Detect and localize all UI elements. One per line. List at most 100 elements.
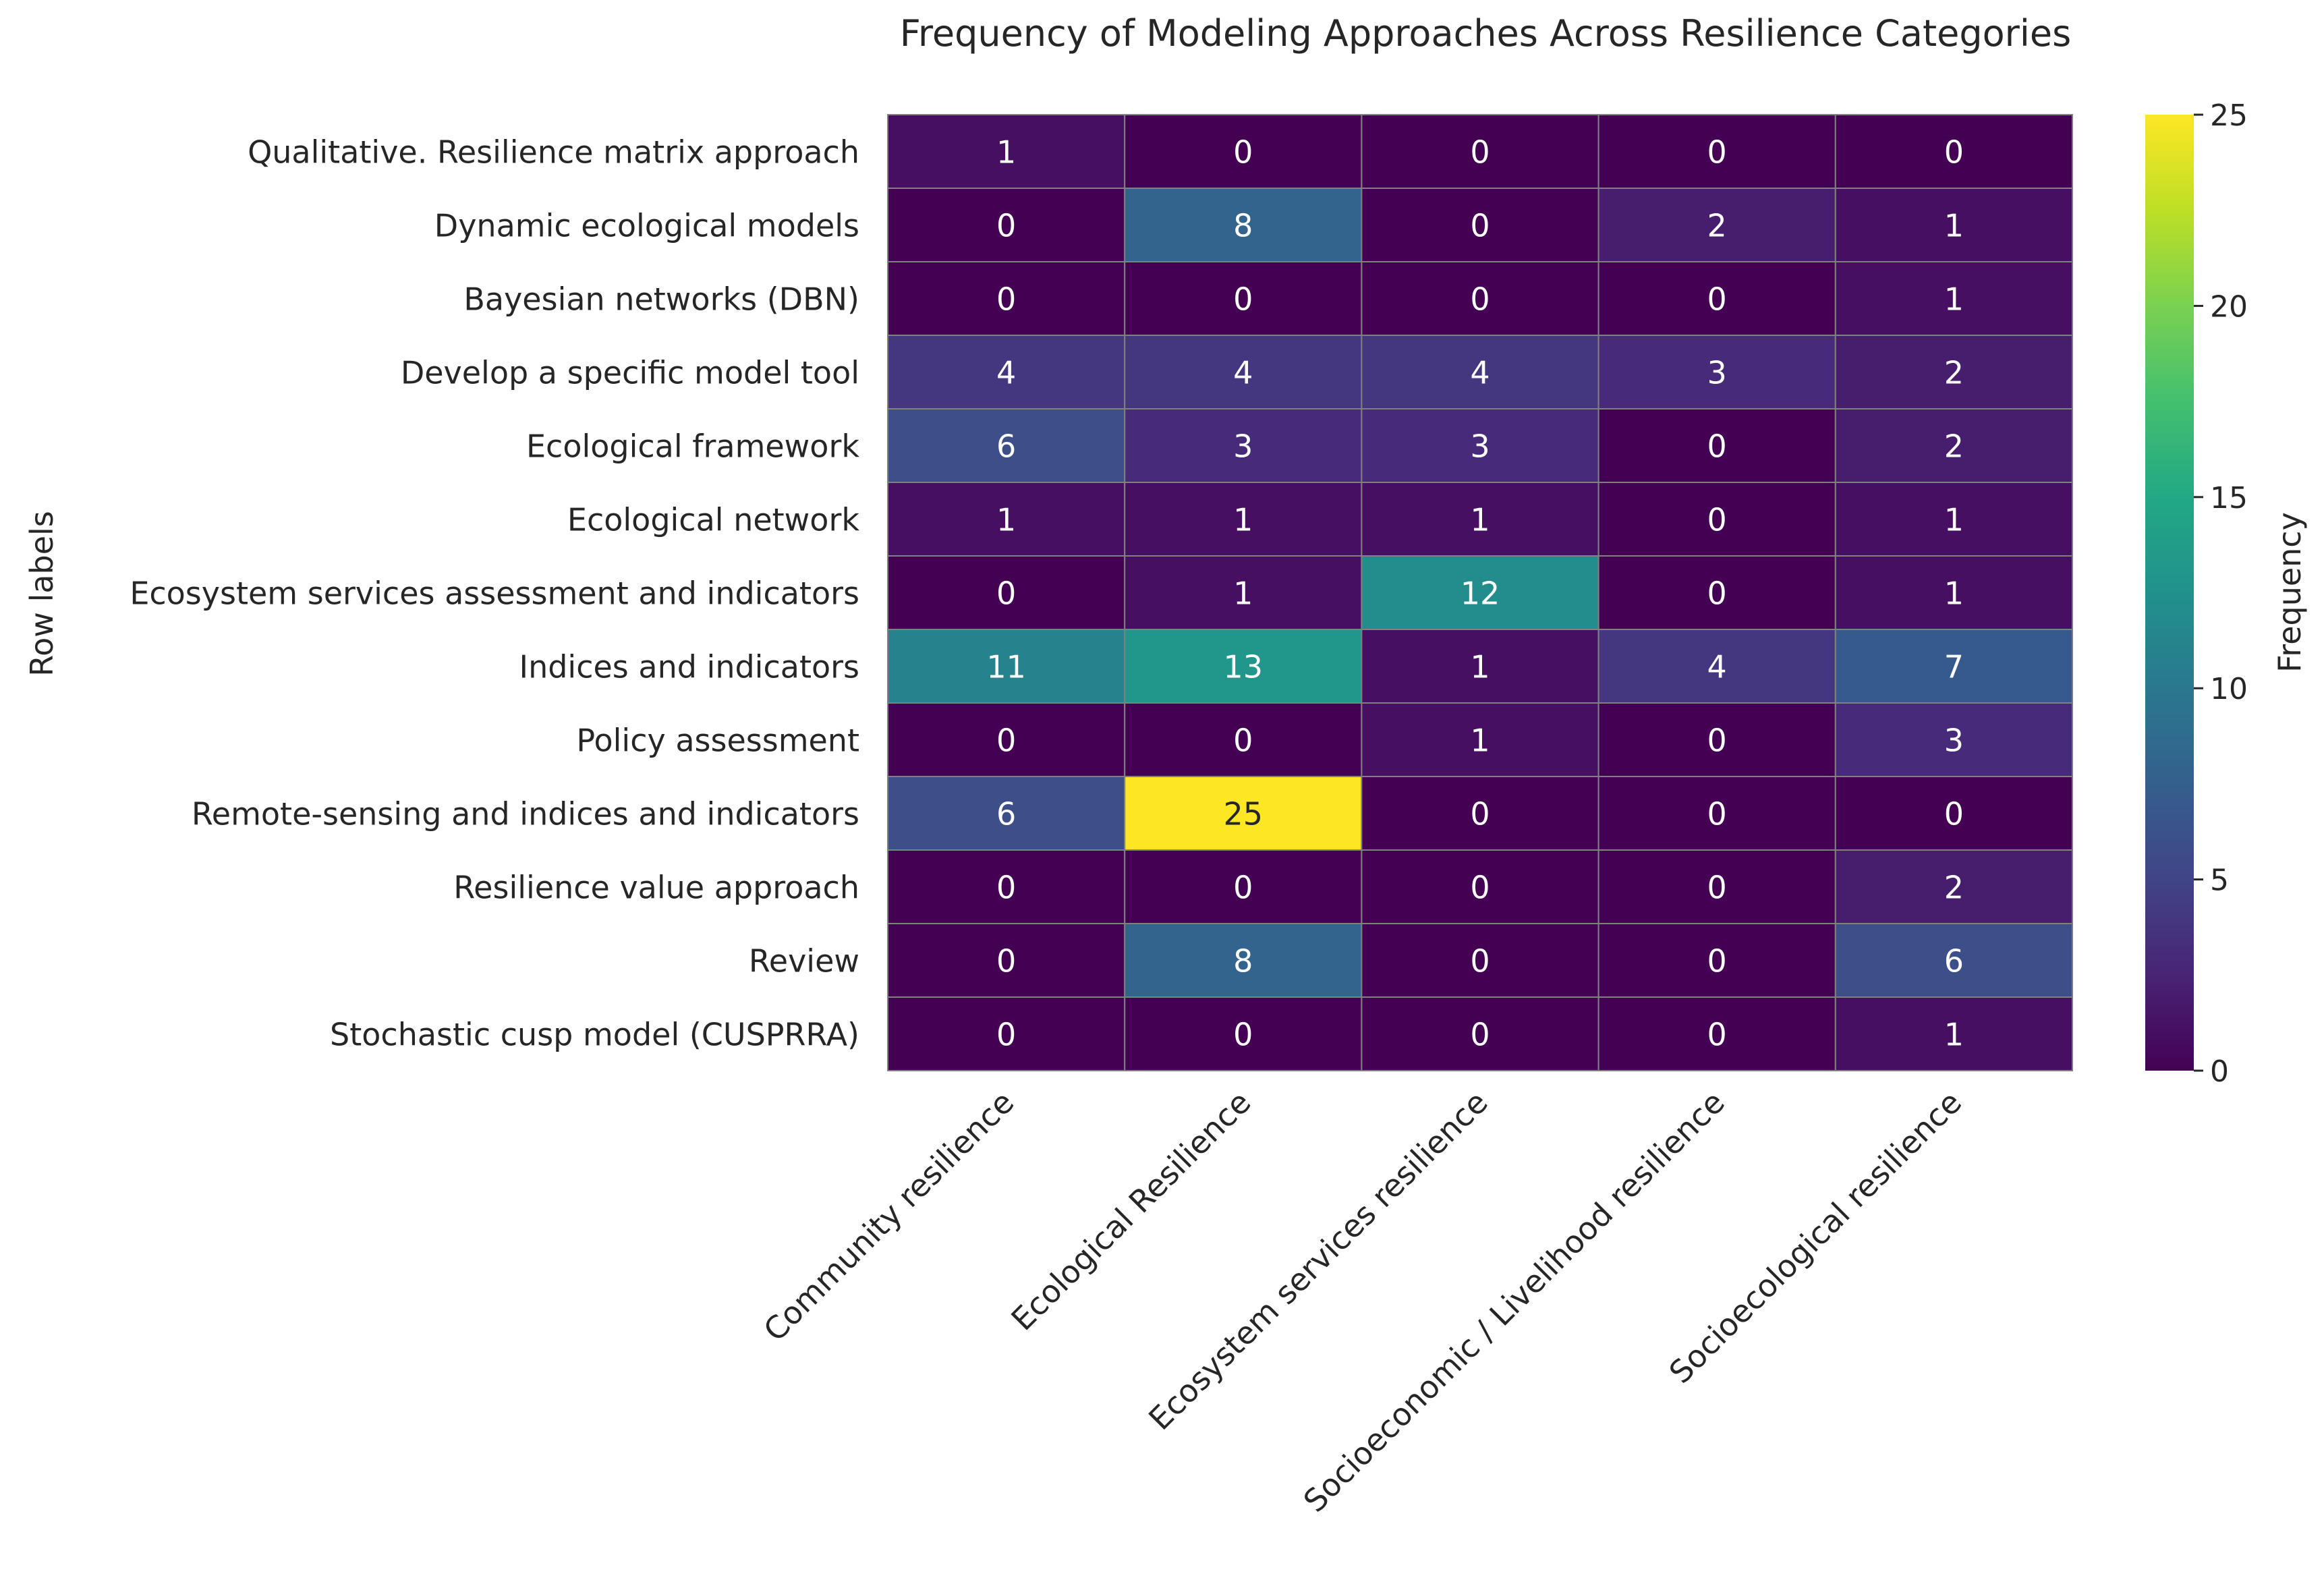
heatmap-cell <box>887 996 1126 1071</box>
heatmap-cell <box>1834 849 2074 924</box>
heatmap-cell <box>1834 555 2074 630</box>
cell-value-label: 3 <box>1707 355 1727 391</box>
cell-value-label: 8 <box>1233 943 1253 980</box>
cell-value-label: 3 <box>1233 428 1253 465</box>
cell-value-label: 4 <box>1470 355 1490 391</box>
row-label: Bayesian networks (DBN) <box>463 281 859 318</box>
heatmap-cell <box>1124 923 1363 998</box>
heatmap-cell <box>1834 188 2074 262</box>
heatmap-cell <box>1597 996 1836 1071</box>
heatmap-cell <box>1834 335 2074 410</box>
cell-value-label: 1 <box>1470 502 1490 538</box>
heatmap-cell <box>1124 114 1363 189</box>
heatmap-cell <box>1597 923 1836 998</box>
cell-value-label: 1 <box>1944 502 1964 538</box>
cell-value-label: 0 <box>996 208 1016 244</box>
cell-value-label: 0 <box>996 723 1016 759</box>
row-label: Ecological framework <box>526 428 859 465</box>
colorbar-tick-label: 5 <box>2210 864 2229 898</box>
cell-value-label: 1 <box>996 134 1016 171</box>
row-label: Policy assessment <box>576 723 859 759</box>
column-label: Community resilience <box>756 1084 1021 1349</box>
row-label: Remote-sensing and indices and indicator… <box>192 796 859 833</box>
cell-value-label: 3 <box>1944 723 1964 759</box>
cell-value-label: 0 <box>996 1017 1016 1053</box>
cell-value-label: 0 <box>1470 796 1490 833</box>
row-label: Dynamic ecological models <box>434 208 859 244</box>
cell-value-label: 0 <box>1707 1017 1727 1053</box>
colorbar-tick-label: 20 <box>2210 289 2248 324</box>
cell-value-label: 11 <box>986 649 1026 685</box>
cell-value-label: 1 <box>1944 575 1964 612</box>
cell-value-label: 0 <box>1470 870 1490 906</box>
cell-value-label: 0 <box>1233 723 1253 759</box>
heatmap-cell <box>887 555 1126 630</box>
heatmap-cell <box>1124 408 1363 483</box>
cell-value-label: 0 <box>1470 281 1490 318</box>
row-label: Review <box>749 943 859 980</box>
cell-value-label: 0 <box>996 281 1016 318</box>
heatmap-cell <box>887 114 1126 189</box>
cell-value-label: 1 <box>1233 575 1253 612</box>
heatmap-grid: 1 0 0 0 00 8 0 2 10 0 0 0 14 4 4 3 26 3 3 0 21 1 1 0 10 1 12 0 111 13… <box>887 114 2074 1071</box>
heatmap-cell <box>887 408 1126 483</box>
heatmap-cell <box>887 923 1126 998</box>
heatmap-cell <box>1834 408 2074 483</box>
cell-value-label: 0 <box>1707 723 1727 759</box>
cell-value-label: 12 <box>1461 575 1500 612</box>
heatmap-cell <box>1597 629 1836 704</box>
cell-value-label: 7 <box>1944 649 1964 685</box>
row-label: Ecological network <box>567 502 859 538</box>
colorbar-tick-label: 15 <box>2210 481 2248 515</box>
heatmap-cell <box>1834 702 2074 777</box>
heatmap-cell <box>887 776 1126 851</box>
heatmap-cell <box>1124 335 1363 410</box>
cell-value-label: 0 <box>1707 502 1727 538</box>
cell-value-label: 1 <box>1470 649 1490 685</box>
cell-value-label: 0 <box>1707 943 1727 980</box>
row-label: Develop a specific model tool <box>401 355 859 391</box>
heatmap-cell <box>1124 702 1363 777</box>
cell-value-label: 0 <box>996 943 1016 980</box>
cell-value-label: 2 <box>1707 208 1727 244</box>
heatmap-cell <box>1361 776 1599 851</box>
cell-value-label: 25 <box>1224 796 1264 833</box>
cell-value-label: 0 <box>996 870 1016 906</box>
cell-value-label: 6 <box>996 428 1016 465</box>
cell-value-label: 1 <box>1233 502 1253 538</box>
cell-value-label: 2 <box>1944 355 1964 391</box>
colorbar-gradient <box>2145 115 2194 1071</box>
heatmap-cell <box>1361 629 1599 704</box>
cell-value-label: 0 <box>1707 870 1727 906</box>
y-axis-label: Row labels <box>24 511 60 677</box>
cell-value-label: 6 <box>1944 943 1964 980</box>
column-label: Ecological Resilience <box>1004 1084 1258 1338</box>
cell-value-label: 1 <box>1944 281 1964 318</box>
column-label: Socioeconomic / Livelihood resilience <box>1297 1084 1732 1519</box>
heatmap-cell <box>1124 482 1363 557</box>
heatmap-cell <box>887 188 1126 262</box>
cell-value-label: 0 <box>1707 575 1727 612</box>
cell-value-label: 0 <box>1470 208 1490 244</box>
heatmap-cell <box>1834 996 2074 1071</box>
heatmap-cell <box>1834 776 2074 851</box>
cell-value-label: 6 <box>996 796 1016 833</box>
colorbar-label: Frequency <box>2271 512 2308 673</box>
heatmap-cell <box>1597 482 1836 557</box>
heatmap-cell <box>1124 996 1363 1071</box>
heatmap-cell <box>1597 261 1836 336</box>
colorbar-tick-label: 25 <box>2210 98 2248 133</box>
heatmap-cell <box>1834 629 2074 704</box>
heatmap-cell <box>1597 114 1836 189</box>
cell-value-label: 0 <box>1470 134 1490 171</box>
row-label: Qualitative. Resilience matrix approach <box>248 134 859 171</box>
heatmap-cell <box>887 629 1126 704</box>
colorbar: 0 5 10 15 20 25 <box>2145 98 2248 1089</box>
cell-value-label: 0 <box>1707 134 1727 171</box>
chart-title: Frequency of Modeling Approaches Across … <box>900 12 2071 55</box>
heatmap-cell <box>1834 482 2074 557</box>
heatmap-cell <box>1834 261 2074 336</box>
